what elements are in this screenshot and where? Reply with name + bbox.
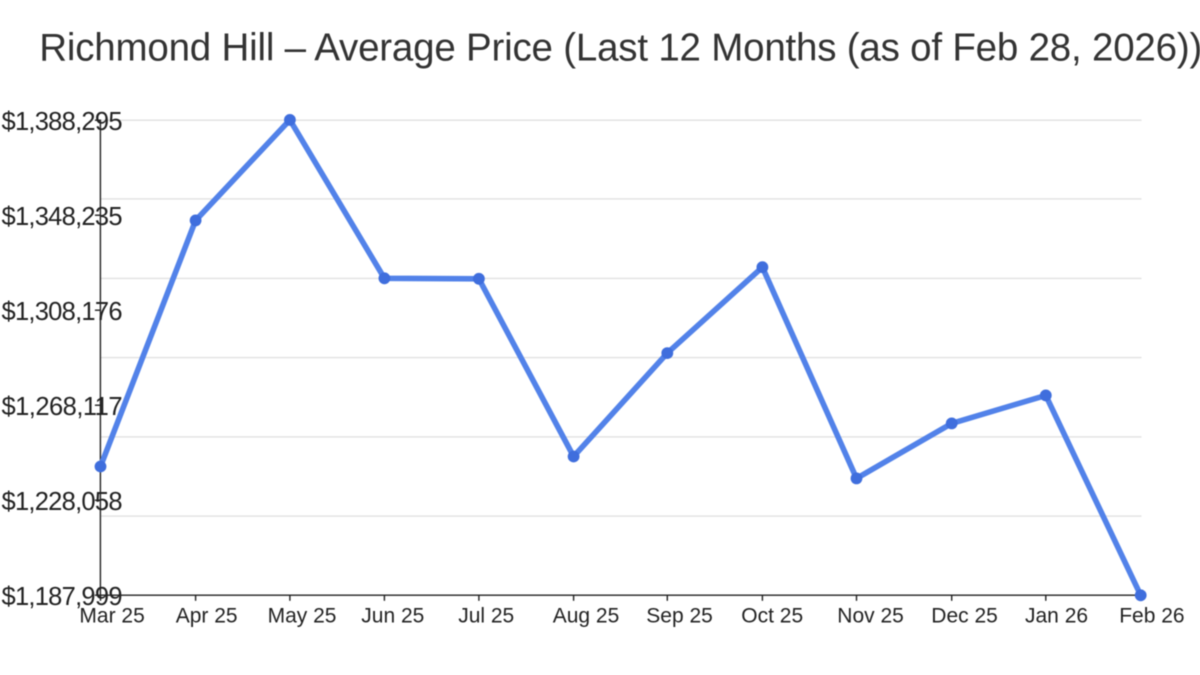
svg-text:Nov 25: Nov 25 xyxy=(837,605,904,628)
svg-text:Jan 26: Jan 26 xyxy=(1025,605,1088,628)
svg-text:Apr 25: Apr 25 xyxy=(176,605,238,628)
svg-text:Oct 25: Oct 25 xyxy=(741,605,803,628)
svg-text:Jul 25: Jul 25 xyxy=(458,605,514,628)
svg-text:Feb 26: Feb 26 xyxy=(1119,605,1184,628)
svg-text:Richmond Hill – Average Price: Richmond Hill – Average Price (Last 12 M… xyxy=(39,26,1200,69)
svg-text:$1,308,176: $1,308,176 xyxy=(2,298,123,326)
svg-text:$1,268,117: $1,268,117 xyxy=(2,393,123,421)
svg-text:$1,348,235: $1,348,235 xyxy=(2,203,123,231)
svg-text:$1,228,058: $1,228,058 xyxy=(2,488,123,516)
svg-text:Aug 25: Aug 25 xyxy=(553,605,620,628)
svg-text:May 25: May 25 xyxy=(268,605,337,628)
svg-text:Jun 25: Jun 25 xyxy=(361,605,424,628)
svg-text:Mar 25: Mar 25 xyxy=(79,605,144,628)
svg-text:$1,187,999: $1,187,999 xyxy=(2,583,123,611)
svg-text:$1,388,295: $1,388,295 xyxy=(2,108,123,136)
svg-text:Sep 25: Sep 25 xyxy=(646,605,713,628)
svg-text:Dec 25: Dec 25 xyxy=(931,605,998,628)
